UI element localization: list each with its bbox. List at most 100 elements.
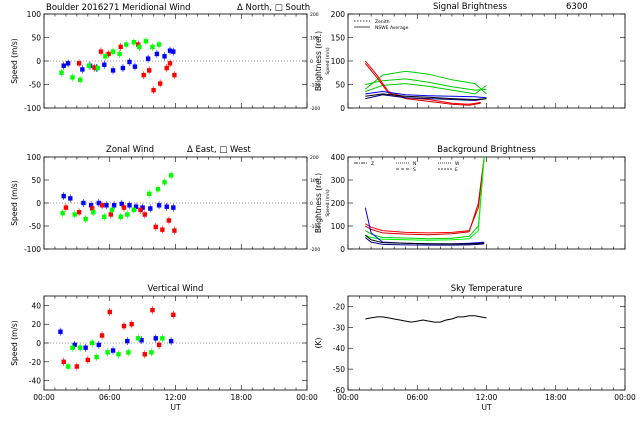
- data-point: [80, 67, 85, 72]
- right-y-tick-label: 100: [310, 178, 319, 184]
- data-point: [164, 204, 169, 209]
- signal-series-line: [364, 60, 481, 105]
- x-tick-label: 00:00: [33, 393, 55, 402]
- y-tick-label: 40: [31, 301, 41, 310]
- data-point: [131, 40, 137, 45]
- legend-label: NSWE Average: [375, 25, 409, 31]
- right-y-tick-label: 100: [310, 36, 319, 42]
- data-point: [77, 345, 83, 350]
- y-tick-label: 20: [31, 320, 41, 329]
- data-point: [107, 309, 112, 315]
- x-axis-label: UT: [170, 403, 180, 412]
- data-point: [70, 345, 75, 350]
- data-point: [129, 322, 134, 327]
- y-axis-label: (K): [314, 338, 323, 349]
- data-point: [126, 350, 131, 355]
- y-tick-label: -20: [333, 302, 345, 311]
- data-point: [91, 210, 96, 215]
- data-point: [142, 352, 148, 357]
- y-tick-label: -100: [24, 245, 41, 254]
- y-axis-label: Speed (m/s): [10, 320, 19, 366]
- data-point: [147, 68, 152, 73]
- data-point: [125, 212, 130, 217]
- x-tick-label: 06:00: [406, 393, 428, 402]
- data-point: [171, 205, 176, 210]
- data-point: [118, 214, 123, 219]
- x-tick-label: 00:00: [296, 393, 318, 402]
- data-point: [63, 205, 69, 210]
- data-layer: [59, 37, 177, 95]
- legend-label: W: [455, 161, 460, 167]
- data-point: [136, 42, 141, 47]
- x-tick-label: 18:00: [545, 393, 567, 402]
- data-point: [167, 48, 173, 53]
- zonal-panel: 100 50 0 -50 -100 200 100 0 -100 -200 Speed (m/s) S…: [10, 145, 331, 254]
- legend-label: N: [413, 161, 416, 167]
- y-axis-label: Brightness (rel.): [314, 31, 323, 91]
- data-point: [153, 336, 158, 341]
- data-point: [171, 49, 176, 54]
- panel-title: Background Brightness: [437, 145, 536, 155]
- data-point: [76, 210, 82, 215]
- data-point: [68, 196, 73, 201]
- signal-panel: 200 150 100 50 0 Brightness (rel.) Signal Brig…: [314, 2, 626, 113]
- right-y-tick-label: -200: [310, 247, 320, 253]
- data-point: [168, 173, 174, 178]
- data-point: [65, 61, 71, 66]
- data-point: [61, 193, 66, 199]
- panel-title: Zonal Wind: [106, 145, 154, 155]
- data-layer: [364, 60, 487, 106]
- data-point: [172, 72, 177, 78]
- legend-label: E: [455, 167, 458, 173]
- signal-series-line: [365, 94, 487, 102]
- sky-series-line: [365, 315, 487, 323]
- data-point: [149, 350, 154, 355]
- panel-title: Sky Temperature: [451, 284, 523, 294]
- data-point: [99, 203, 105, 208]
- y-tick-label: 0: [36, 199, 41, 208]
- y-tick-label: 0: [340, 245, 345, 254]
- y-tick-label: 100: [27, 10, 42, 19]
- data-point: [99, 333, 105, 338]
- background-series-line: [365, 157, 485, 234]
- panel-title-legend: Δ North, □ South: [237, 3, 310, 13]
- data-point: [70, 75, 75, 80]
- data-point: [143, 39, 149, 44]
- data-point: [119, 201, 125, 207]
- data-point: [72, 212, 77, 217]
- data-point: [147, 191, 152, 196]
- data-point: [136, 336, 141, 341]
- data-point: [61, 63, 66, 68]
- data-point: [110, 49, 116, 54]
- data-layer: [58, 306, 176, 371]
- signal-series-line: [365, 90, 487, 99]
- data-point: [156, 203, 162, 208]
- y-tick-label: 100: [331, 222, 346, 231]
- data-point: [167, 61, 173, 66]
- data-point: [77, 77, 83, 82]
- signal-series-line: [365, 78, 487, 91]
- x-tick-label: 06:00: [99, 393, 121, 402]
- data-point: [88, 203, 94, 208]
- legend-label: Zenith: [375, 19, 390, 25]
- y-tick-label: -30: [333, 323, 345, 332]
- data-point: [60, 210, 65, 216]
- y-tick-label: 300: [331, 176, 346, 185]
- panel-title-code: 6300: [566, 2, 588, 12]
- y-tick-label: 400: [331, 153, 346, 162]
- panel-title: Vertical Wind: [148, 284, 204, 294]
- data-point: [117, 51, 122, 57]
- meridional-panel: 100 50 0 -50 -100 200 100 0 -100 -200 Speed (m/s) S…: [10, 3, 331, 113]
- data-point: [102, 62, 107, 67]
- plot-frame: [347, 295, 626, 391]
- data-point: [83, 345, 88, 350]
- y-tick-label: 150: [331, 34, 346, 43]
- y-axis-label: Speed (m/s): [10, 180, 19, 226]
- data-point: [105, 350, 110, 355]
- background-series-line: [364, 237, 485, 246]
- y-axis-label: Brightness (rel.): [314, 173, 323, 233]
- data-point: [142, 212, 148, 217]
- data-point: [96, 342, 101, 348]
- data-point: [61, 359, 66, 364]
